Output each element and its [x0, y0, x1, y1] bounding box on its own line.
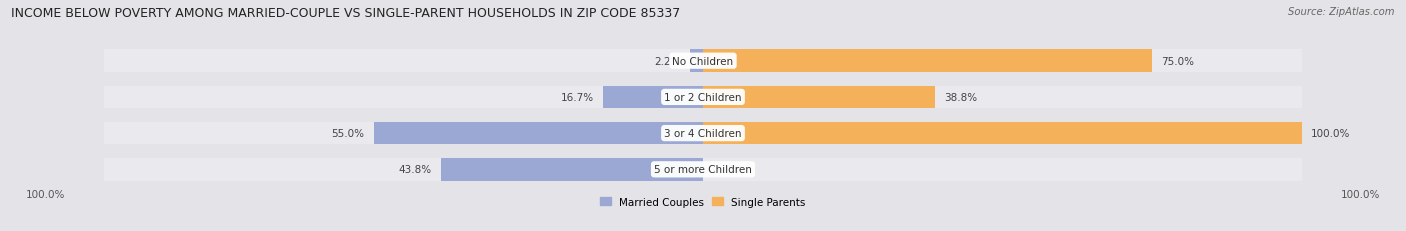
Text: 2.2%: 2.2%	[654, 56, 681, 66]
Bar	[104, 50, 1302, 73]
Text: 0.0%: 0.0%	[711, 165, 738, 175]
Bar	[374, 122, 703, 145]
Text: 100.0%: 100.0%	[1310, 128, 1350, 139]
Text: 75.0%: 75.0%	[1161, 56, 1194, 66]
Text: 100.0%: 100.0%	[1340, 189, 1379, 199]
Legend: Married Couples, Single Parents: Married Couples, Single Parents	[596, 193, 810, 211]
Bar	[703, 122, 1302, 145]
Bar	[104, 122, 1302, 145]
Text: 5 or more Children: 5 or more Children	[654, 165, 752, 175]
Bar	[104, 86, 1302, 109]
Text: 38.8%: 38.8%	[945, 92, 977, 103]
Text: 100.0%: 100.0%	[27, 189, 66, 199]
Bar	[440, 158, 703, 181]
Bar	[603, 86, 703, 109]
Bar	[703, 86, 935, 109]
Bar	[104, 158, 1302, 181]
Text: No Children: No Children	[672, 56, 734, 66]
Bar	[690, 50, 703, 73]
Text: 1 or 2 Children: 1 or 2 Children	[664, 92, 742, 103]
Text: 3 or 4 Children: 3 or 4 Children	[664, 128, 742, 139]
Text: INCOME BELOW POVERTY AMONG MARRIED-COUPLE VS SINGLE-PARENT HOUSEHOLDS IN ZIP COD: INCOME BELOW POVERTY AMONG MARRIED-COUPL…	[11, 7, 681, 20]
Text: 16.7%: 16.7%	[561, 92, 593, 103]
Text: 43.8%: 43.8%	[398, 165, 432, 175]
Bar	[703, 50, 1153, 73]
Text: Source: ZipAtlas.com: Source: ZipAtlas.com	[1288, 7, 1395, 17]
Text: 55.0%: 55.0%	[332, 128, 364, 139]
